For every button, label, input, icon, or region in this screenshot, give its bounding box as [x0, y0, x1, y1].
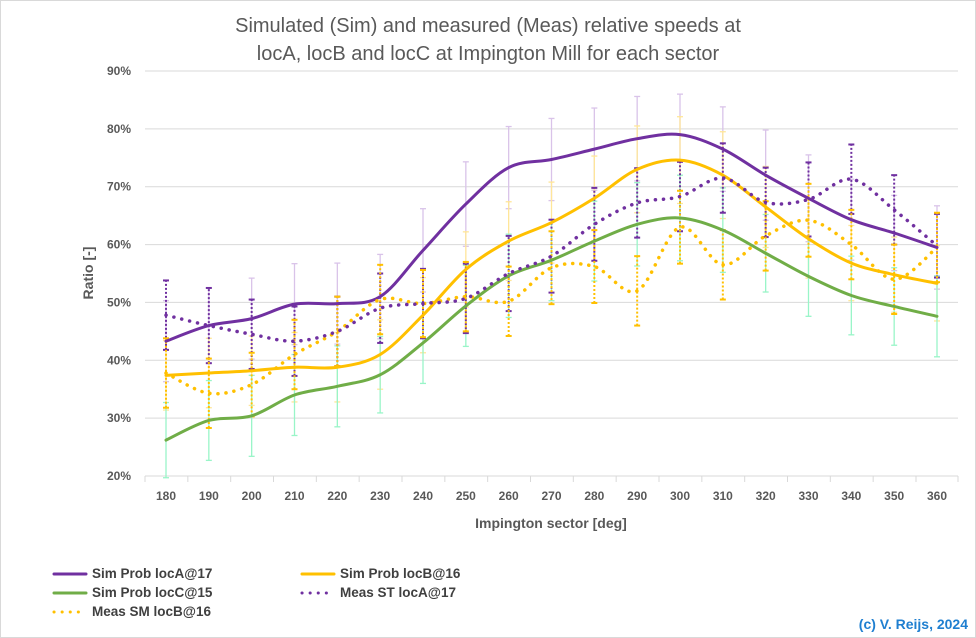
- legend-label: Sim Prob locC@15: [92, 585, 213, 600]
- legend-item: Sim Prob locA@17: [52, 566, 212, 581]
- error-bar: [248, 298, 255, 370]
- x-tick-label: 280: [584, 489, 604, 503]
- error-bar: [462, 260, 469, 333]
- legend-item: Meas SM locB@16: [52, 604, 211, 619]
- error-bar: [634, 255, 641, 327]
- legend-swatch: [300, 591, 336, 594]
- x-tick-label: 350: [884, 489, 904, 503]
- y-tick-label: 90%: [107, 64, 131, 78]
- x-tick-label: 270: [541, 489, 561, 503]
- x-tick-label: 200: [242, 489, 262, 503]
- y-tick-label: 70%: [107, 180, 131, 194]
- x-axis-label: Impington sector [deg]: [475, 515, 627, 531]
- plot-area: 20% 30% 40% 50% 60% 70% 80% 90% 180 190 200 210 220…: [80, 64, 959, 531]
- legend-swatch: [52, 610, 88, 613]
- error-bar: [291, 318, 298, 391]
- x-tick-labels: 180 190 200 210 220 230 240 250 260 270 280 290 300 3…: [156, 489, 947, 503]
- title-line-1: Simulated (Sim) and measured (Meas) rela…: [235, 15, 741, 37]
- legend-swatch: [300, 572, 336, 575]
- x-tick-label: 190: [199, 489, 219, 503]
- error-bar: [163, 337, 169, 409]
- legend-item: Sim Prob locC@15: [52, 585, 212, 600]
- y-axis-label: Ratio [-]: [80, 247, 96, 300]
- x-tick-label: 300: [670, 489, 690, 503]
- x-tick-label: 220: [327, 489, 347, 503]
- y-tick-label: 50%: [107, 295, 131, 309]
- legend-swatch: [52, 591, 88, 594]
- y-tick-label: 80%: [107, 122, 131, 136]
- legend-item: Sim Prob locB@16: [300, 566, 460, 581]
- y-tick-labels: 20% 30% 40% 50% 60% 70% 80% 90%: [107, 64, 131, 483]
- legend-label: Meas SM locB@16: [92, 604, 211, 619]
- x-tick-label: 330: [798, 489, 818, 503]
- error-bar: [848, 208, 855, 281]
- legend-label: Sim Prob locA@17: [92, 566, 213, 581]
- x-tick-label: 260: [499, 489, 519, 503]
- y-tick-label: 40%: [107, 353, 131, 367]
- legend-swatch: [52, 572, 88, 575]
- copyright: (c) V. Reijs, 2024: [858, 616, 968, 632]
- legend-label: Sim Prob locB@16: [340, 566, 461, 581]
- x-tick-label: 340: [841, 489, 861, 503]
- y-tick-label: 60%: [107, 238, 131, 252]
- title-line-2: locA, locB and locC at Impington Mill fo…: [256, 43, 720, 65]
- x-tick-label: 210: [284, 489, 304, 503]
- x-tick-label: 240: [413, 489, 433, 503]
- x-tick-label: 250: [456, 489, 476, 503]
- error-bar: [505, 265, 512, 337]
- error-bar: [205, 357, 212, 429]
- series-lines: [164, 132, 939, 442]
- x-tick-label: 360: [927, 489, 947, 503]
- series-line-5: [164, 218, 939, 396]
- x-tick-label: 320: [756, 489, 776, 503]
- x-tick-label: 180: [156, 489, 176, 503]
- y-tick-label: 20%: [107, 469, 131, 483]
- x-tick-label: 230: [370, 489, 390, 503]
- legend-item: Meas ST locA@17: [300, 585, 456, 600]
- error-bar: [719, 142, 726, 214]
- y-tick-label: 30%: [107, 411, 131, 425]
- error-bars: [163, 93, 940, 479]
- x-tick-label: 290: [627, 489, 647, 503]
- x-tick-label: 310: [713, 489, 733, 503]
- chart-title: Simulated (Sim) and measured (Meas) rela…: [0, 12, 976, 68]
- error-bar: [891, 243, 898, 315]
- legend-label: Meas ST locA@17: [340, 585, 456, 600]
- error-bar: [377, 263, 384, 336]
